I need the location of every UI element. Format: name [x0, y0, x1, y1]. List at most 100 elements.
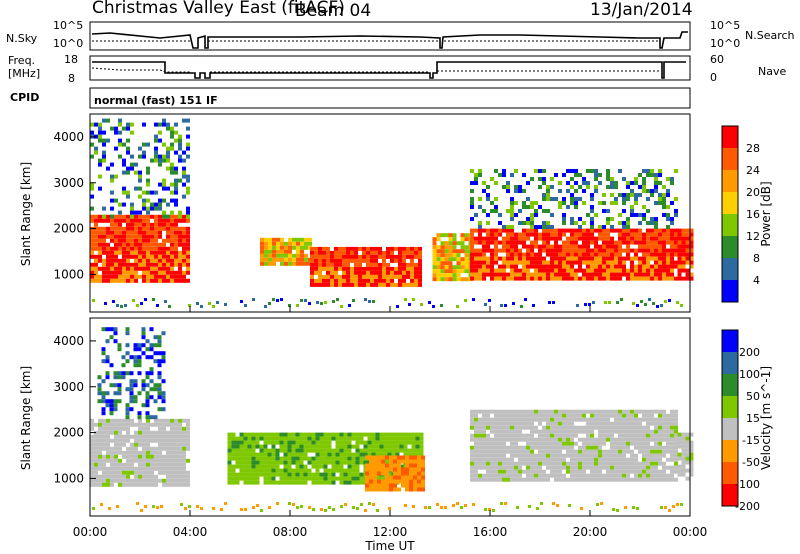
- heatmap-cell: [239, 460, 244, 465]
- heatmap-cell: [570, 248, 574, 253]
- heatmap-cell: [606, 221, 610, 225]
- heatmap-cell: [590, 252, 594, 257]
- heatmap-cell: [662, 228, 666, 233]
- heatmap-cell: [303, 480, 308, 485]
- heatmap-cell: [394, 274, 398, 279]
- heatmap-cell: [514, 236, 518, 241]
- heatmap-cell: [354, 250, 358, 255]
- heatmap-cell: [534, 469, 538, 474]
- heatmap-cell: [570, 433, 574, 438]
- heatmap-cell: [474, 441, 478, 446]
- heatmap-cell: [174, 434, 178, 439]
- heatmap-cell: [650, 409, 654, 414]
- heatmap-cell: [378, 262, 382, 267]
- heatmap-cell: [106, 254, 110, 259]
- heatmap-cell: [562, 453, 566, 458]
- heatmap-cell: [272, 241, 276, 246]
- heatmap-cell: [243, 460, 248, 465]
- heatmap-cell: [662, 272, 666, 277]
- heatmap-cell: [113, 339, 118, 344]
- heatmap-cell: [239, 452, 244, 457]
- heatmap-cell: [239, 456, 244, 461]
- heatmap-cell: [339, 436, 344, 441]
- heatmap-cell: [114, 430, 118, 435]
- heatmap-cell: [157, 351, 162, 356]
- heatmap-cell: [371, 444, 376, 449]
- heatmap-cell: [106, 434, 110, 439]
- heatmap-cell: [196, 505, 199, 508]
- heatmap-cell: [606, 272, 610, 277]
- heatmap-cell: [550, 272, 554, 277]
- heatmap-cell: [142, 462, 146, 467]
- heatmap-cell: [287, 440, 292, 445]
- heatmap-cell: [498, 272, 502, 277]
- heatmap-cell: [478, 429, 482, 434]
- heatmap-cell: [385, 487, 389, 492]
- heatmap-cell: [578, 465, 582, 470]
- heatmap-cell: [110, 246, 114, 251]
- heatmap-cell: [626, 244, 630, 249]
- heatmap-cell: [514, 437, 518, 442]
- heatmap-cell: [614, 445, 618, 450]
- heatmap-cell: [506, 244, 510, 249]
- heatmap-cell: [350, 246, 354, 251]
- heatmap-cell: [482, 425, 486, 430]
- heatmap-cell: [650, 461, 654, 466]
- heatmap-cell: [498, 453, 502, 458]
- heatmap-cell: [118, 446, 122, 451]
- heatmap-cell: [534, 461, 538, 466]
- heatmap-cell: [369, 487, 373, 492]
- heatmap-cell: [670, 264, 674, 269]
- heatmap-cell: [346, 258, 350, 263]
- heatmap-cell: [178, 458, 182, 463]
- heatmap-cell: [478, 421, 482, 426]
- heatmap-cell: [510, 409, 514, 414]
- heatmap-cell: [490, 469, 494, 474]
- heatmap-cell: [630, 236, 634, 241]
- heatmap-cell: [520, 305, 523, 308]
- heatmap-cell: [578, 417, 582, 422]
- heatmap-cell: [662, 260, 666, 265]
- heatmap-cell: [295, 456, 300, 461]
- heatmap-cell: [363, 440, 368, 445]
- heatmap-cell: [578, 276, 582, 281]
- heatmap-cell: [105, 327, 110, 332]
- heatmap-cell: [689, 256, 694, 261]
- heatmap-cell: [594, 244, 598, 249]
- heatmap-cell: [157, 391, 162, 396]
- heatmap-cell: [94, 230, 98, 235]
- heatmap-cell: [296, 237, 300, 242]
- heatmap-cell: [586, 441, 590, 446]
- heatmap-cell: [398, 282, 402, 287]
- heatmap-cell: [150, 478, 154, 483]
- heatmap-cell: [186, 426, 190, 431]
- heatmap-cell: [339, 440, 344, 445]
- heatmap-cell: [570, 477, 574, 482]
- heatmap-cell: [106, 262, 110, 267]
- heatmap-cell: [546, 445, 550, 450]
- heatmap-cell: [598, 433, 602, 438]
- heatmap-cell: [610, 181, 614, 185]
- heatmap-cell: [474, 433, 478, 438]
- heatmap-cell: [606, 461, 610, 466]
- heatmap-cell: [444, 257, 449, 262]
- heatmap-cell: [550, 441, 554, 446]
- heatmap-cell: [590, 260, 594, 265]
- heatmap-cell: [498, 457, 502, 462]
- heatmap-cell: [397, 467, 401, 472]
- heatmap-cell: [102, 154, 106, 159]
- heatmap-cell: [323, 448, 328, 453]
- heatmap-cell: [630, 205, 634, 209]
- heatmap-cell: [118, 422, 122, 427]
- heatmap-cell: [122, 418, 126, 423]
- heatmap-cell: [322, 258, 326, 263]
- heatmap-cell: [474, 272, 478, 277]
- heatmap-cell: [182, 174, 186, 179]
- heatmap-cell: [291, 448, 296, 453]
- heatmap-cell: [166, 250, 170, 255]
- heatmap-cell: [162, 250, 166, 255]
- heatmap-cell: [594, 189, 598, 193]
- heatmap-cell: [280, 257, 284, 262]
- heatmap-cell: [381, 463, 385, 468]
- heatmap-cell: [452, 245, 457, 250]
